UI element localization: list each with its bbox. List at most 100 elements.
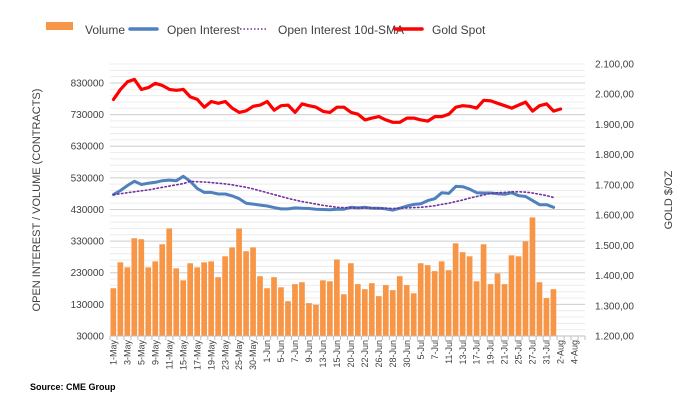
y-right-tick-label: 2.100,00 [595, 60, 634, 71]
volume-bar [138, 239, 145, 336]
volume-bar [320, 280, 326, 336]
x-tick-label: 1-May [108, 340, 118, 366]
legend-swatch-volume [46, 22, 73, 30]
volume-bar [208, 261, 214, 336]
volume-bar [529, 217, 536, 336]
y-axis-right-title: GOLD $/OZ [663, 170, 675, 229]
legend-label: Volume [85, 23, 125, 37]
volume-bar [438, 261, 445, 336]
y-left-tick-label: 30000 [76, 332, 104, 343]
legend-label: Open Interest 10d-SMA [278, 23, 404, 37]
volume-bar [271, 277, 277, 336]
y-right-tick-label: 1.700,00 [595, 180, 634, 191]
volume-bar [389, 290, 396, 336]
volume-bar [431, 271, 438, 336]
volume-bar [459, 252, 466, 336]
y-right-tick-label: 1.600,00 [595, 211, 634, 222]
x-tick-label: 3-May [122, 340, 132, 366]
legend-item: Open Interest 10d-SMA [240, 23, 404, 37]
volume-bar [522, 241, 529, 336]
volume-bar [117, 262, 124, 336]
volume-bar [375, 296, 382, 336]
legend-item: Volume [46, 22, 125, 37]
x-tick-label: 25-May [234, 340, 244, 371]
volume-bar [285, 301, 291, 336]
x-tick-label: 7-Jun [290, 340, 300, 363]
x-tick-label: 21-Jul [500, 340, 510, 365]
volume-bar [445, 270, 452, 336]
volume-bar [334, 259, 340, 336]
x-tick-label: 31-Jul [542, 340, 552, 365]
volume-bar [348, 263, 354, 336]
source-note: Source: CME Group [30, 382, 116, 392]
y-left-tick-label: 130000 [71, 300, 105, 311]
y-right-tick-label: 1.900,00 [595, 120, 634, 131]
x-tick-label: 2-Aug [556, 340, 566, 364]
volume-bar [313, 305, 319, 336]
x-tick-label: 22-Jun [360, 340, 370, 368]
y-right-tick-label: 2.000,00 [595, 90, 634, 101]
y-left-tick-label: 430000 [71, 205, 105, 216]
y-left-tick-label: 530000 [71, 173, 105, 184]
volume-bar [473, 281, 480, 336]
y-right-tick-label: 1.400,00 [595, 271, 634, 282]
volume-bar [487, 284, 494, 336]
y-left-tick-label: 330000 [71, 237, 105, 248]
y-left-tick-label: 730000 [71, 110, 105, 121]
x-tick-label: 23-May [220, 340, 230, 371]
volume-bar [152, 261, 159, 336]
legend-item: Open Interest [128, 23, 240, 37]
x-tick-label: 7-Jul [430, 340, 440, 360]
volume-bar [292, 284, 298, 336]
x-tick-label: 28-Jun [388, 340, 398, 368]
x-tick-label: 25-Jul [514, 340, 524, 365]
legend: Volume Open Interest Open Interest 10d-SMA… [46, 22, 486, 37]
y-left-tick-label: 830000 [71, 78, 105, 89]
x-tick-label: 4-Aug [570, 340, 580, 364]
volume-bars [110, 217, 557, 336]
x-tick-label: 11-Jul [444, 340, 454, 364]
volume-bar [180, 280, 187, 336]
legend-item: Gold Spot [393, 23, 486, 37]
open-interest-line [112, 174, 556, 212]
x-tick-label: 15-May [178, 340, 188, 371]
volume-bar [124, 267, 131, 336]
volume-bar [417, 263, 424, 336]
volume-bar [368, 283, 375, 336]
open-interest-sma-line [112, 180, 555, 210]
volume-bar [341, 294, 347, 336]
x-tick-label: 20-Jun [346, 340, 356, 368]
volume-bar [403, 285, 410, 336]
x-tick-label: 1-Jun [262, 340, 272, 363]
series-lines [111, 77, 563, 212]
y-right-tick-label: 1.500,00 [595, 241, 634, 252]
volume-bar [410, 293, 417, 336]
x-tick-label: 19-Jul [486, 340, 496, 365]
volume-bar [494, 273, 501, 336]
volume-bar [229, 247, 235, 336]
volume-bar [550, 289, 557, 336]
volume-bar [396, 276, 403, 336]
volume-bar [257, 276, 263, 336]
x-tick-label: 11-May [164, 340, 174, 370]
x-tick-label: 27-Jul [528, 340, 538, 365]
y-left-tick-label: 230000 [71, 268, 105, 279]
volume-bar [110, 288, 117, 336]
x-tick-label: 5-Jun [276, 340, 286, 363]
volume-bar [243, 251, 249, 336]
volume-bar [131, 238, 138, 336]
volume-bar [278, 287, 284, 336]
gold-spot-line [111, 77, 563, 124]
x-tick-label: 15-Jun [332, 340, 342, 368]
x-tick-label: 30-Jun [402, 340, 412, 368]
volume-bar [452, 243, 459, 336]
volume-bar [145, 267, 152, 336]
x-tick-label: 13-Jul [458, 340, 468, 365]
volume-bar [501, 284, 508, 336]
x-tick-label: 19-May [206, 340, 216, 371]
volume-bar [173, 268, 180, 336]
volume-bar [187, 263, 194, 336]
volume-bar [327, 281, 333, 336]
volume-bar [306, 303, 312, 336]
